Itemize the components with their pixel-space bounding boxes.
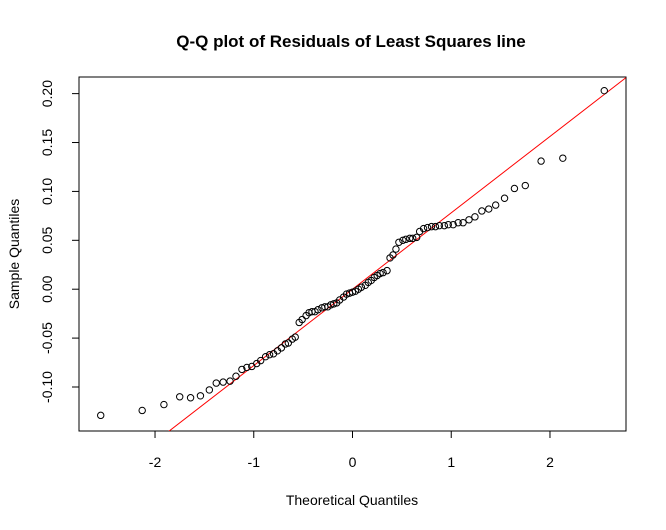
data-point bbox=[537, 157, 545, 165]
data-point bbox=[435, 221, 444, 230]
y-tick-label: 0.05 bbox=[39, 226, 55, 253]
data-point bbox=[423, 223, 432, 232]
data-point bbox=[412, 233, 421, 242]
data-point bbox=[212, 379, 220, 387]
data-point bbox=[261, 352, 270, 361]
data-point bbox=[265, 351, 274, 359]
data-point bbox=[277, 344, 286, 352]
data-point bbox=[284, 339, 293, 347]
data-point bbox=[219, 378, 227, 386]
data-point bbox=[298, 315, 306, 324]
y-tick-label: 0.00 bbox=[39, 275, 55, 302]
data-point bbox=[485, 205, 493, 213]
data-point bbox=[281, 340, 290, 348]
y-axis-label: Sample Quantiles bbox=[6, 199, 22, 310]
y-tick-label: 0.10 bbox=[39, 178, 55, 205]
x-tick-label: 1 bbox=[447, 454, 455, 470]
data-point bbox=[600, 86, 608, 95]
data-point bbox=[465, 216, 473, 224]
data-point bbox=[395, 238, 403, 246]
chart-title: Q-Q plot of Residuals of Least Squares l… bbox=[176, 32, 526, 51]
data-point bbox=[357, 283, 366, 291]
data-point bbox=[440, 221, 449, 230]
data-point bbox=[454, 219, 462, 227]
data-point bbox=[186, 394, 195, 402]
y-tick-label: 0.20 bbox=[39, 80, 55, 107]
data-point bbox=[449, 220, 457, 229]
data-point bbox=[478, 207, 486, 215]
data-point bbox=[392, 245, 400, 253]
data-point bbox=[459, 219, 467, 227]
data-point bbox=[256, 356, 265, 365]
x-axis-label: Theoretical Quantiles bbox=[286, 492, 418, 508]
data-point bbox=[399, 236, 407, 245]
data-point bbox=[471, 213, 479, 221]
data-point bbox=[389, 251, 397, 259]
data-point bbox=[444, 220, 452, 229]
data-point bbox=[409, 234, 417, 243]
data-point bbox=[379, 268, 387, 277]
data-point bbox=[500, 194, 509, 202]
data-point bbox=[510, 184, 519, 193]
y-axis: -0.10 -0.05 0.00 0.05 0.10 0.15 0.20 bbox=[39, 80, 80, 403]
data-point bbox=[402, 235, 410, 244]
x-axis: -2 -1 0 1 2 bbox=[149, 430, 554, 470]
data-point bbox=[314, 306, 322, 314]
data-point bbox=[521, 181, 529, 190]
data-point bbox=[138, 406, 146, 415]
data-point bbox=[427, 222, 436, 231]
y-tick-label: -0.10 bbox=[39, 371, 55, 403]
data-point bbox=[491, 201, 500, 209]
data-point bbox=[232, 372, 240, 380]
data-point bbox=[238, 365, 246, 374]
data-point bbox=[196, 392, 205, 400]
x-tick-label: 0 bbox=[349, 454, 357, 470]
data-point bbox=[348, 288, 357, 296]
data-point bbox=[205, 386, 214, 394]
data-point bbox=[559, 154, 567, 162]
data-point bbox=[330, 300, 338, 308]
data-point bbox=[226, 377, 234, 385]
data-point bbox=[419, 224, 428, 233]
data-point bbox=[97, 411, 105, 420]
data-point bbox=[291, 333, 299, 341]
x-tick-label: 2 bbox=[546, 454, 554, 470]
data-point bbox=[376, 269, 384, 278]
y-tick-label: -0.05 bbox=[39, 322, 55, 354]
data-point bbox=[383, 266, 391, 275]
data-point bbox=[160, 400, 168, 409]
points-group bbox=[97, 86, 608, 420]
data-point bbox=[431, 222, 440, 231]
x-tick-label: -2 bbox=[149, 454, 162, 470]
x-tick-label: -1 bbox=[248, 454, 261, 470]
data-point bbox=[406, 234, 414, 243]
plot-box bbox=[78, 76, 627, 432]
y-tick-label: 0.15 bbox=[39, 129, 55, 156]
data-point bbox=[243, 363, 251, 372]
data-point bbox=[176, 393, 184, 401]
